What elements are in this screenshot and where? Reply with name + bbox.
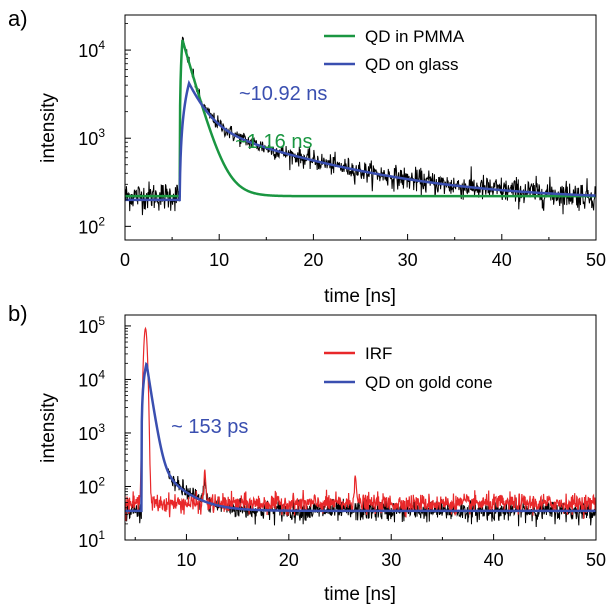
panel-b-frame [124, 314, 597, 541]
series-qd-on-gold-cone-fit [125, 361, 596, 513]
annotation-glass-lifetime: ~10.92 ns [239, 83, 327, 105]
panel-b-label: b) [8, 301, 28, 326]
panel-b-plot-area [125, 326, 596, 527]
x-tick-label: 50 [586, 250, 606, 270]
series-qd-on-glass-fit [125, 79, 596, 202]
panel-a-y-axis-label: intensity [38, 93, 59, 163]
x-tick-label: 20 [279, 550, 299, 570]
series-qd-in-pmma-fit [125, 39, 596, 198]
x-tick-label: 30 [398, 250, 418, 270]
panel-a-plot-area [125, 36, 596, 216]
x-tick-label: 50 [586, 550, 606, 570]
series-irf [125, 326, 596, 522]
annotation-pmma-lifetime: ~1.16 ns [235, 131, 312, 153]
x-tick-label: 10 [209, 250, 229, 270]
x-tick-label: 40 [484, 550, 504, 570]
y-tick-label: 103 [78, 126, 105, 149]
panel-b-legend: IRF QD on gold cone [324, 344, 493, 392]
chart-panel-b: b) 10 20 30 40 50 101 102 103 104 105 IRF QD on g… [8, 301, 606, 605]
y-tick-label: 104 [78, 38, 105, 61]
panel-b-y-axis-label: intensity [38, 393, 59, 463]
panel-a-label: a) [8, 6, 28, 31]
panel-b-x-axis-label: time [ns] [324, 584, 396, 605]
x-tick-label: 30 [381, 550, 401, 570]
y-tick-label: 105 [78, 314, 105, 337]
y-tick-label: 102 [78, 214, 105, 237]
legend-label-qd-on-glass: QD on glass [365, 55, 459, 74]
y-tick-label: 103 [78, 421, 105, 444]
legend-label-qd-on-gold-cone: QD on gold cone [365, 373, 493, 392]
x-tick-label: 40 [492, 250, 512, 270]
panel-a-ticks: 0 10 20 30 40 50 102 103 104 [78, 23, 606, 270]
y-tick-label: 101 [78, 528, 105, 551]
y-tick-label: 104 [78, 367, 105, 390]
panel-a-frame [124, 14, 597, 241]
y-tick-label: 102 [78, 474, 105, 497]
legend-label-qd-in-pmma: QD in PMMA [365, 27, 465, 46]
x-tick-label: 10 [176, 550, 196, 570]
series-measured-decay-a [125, 36, 596, 216]
panel-a-x-axis-label: time [ns] [324, 286, 396, 307]
x-tick-label: 20 [303, 250, 323, 270]
x-tick-label: 0 [120, 250, 130, 270]
annotation-gold-cone-lifetime: ~ 153 ps [171, 416, 248, 438]
legend-label-irf: IRF [365, 344, 392, 363]
panel-a-legend: QD in PMMA QD on glass [324, 27, 465, 74]
panel-b-ticks: 10 20 30 40 50 101 102 103 104 105 [78, 314, 606, 570]
chart-panel-a: a) 0 10 20 30 40 50 102 103 104 QD in PMMA QD on… [8, 6, 606, 307]
